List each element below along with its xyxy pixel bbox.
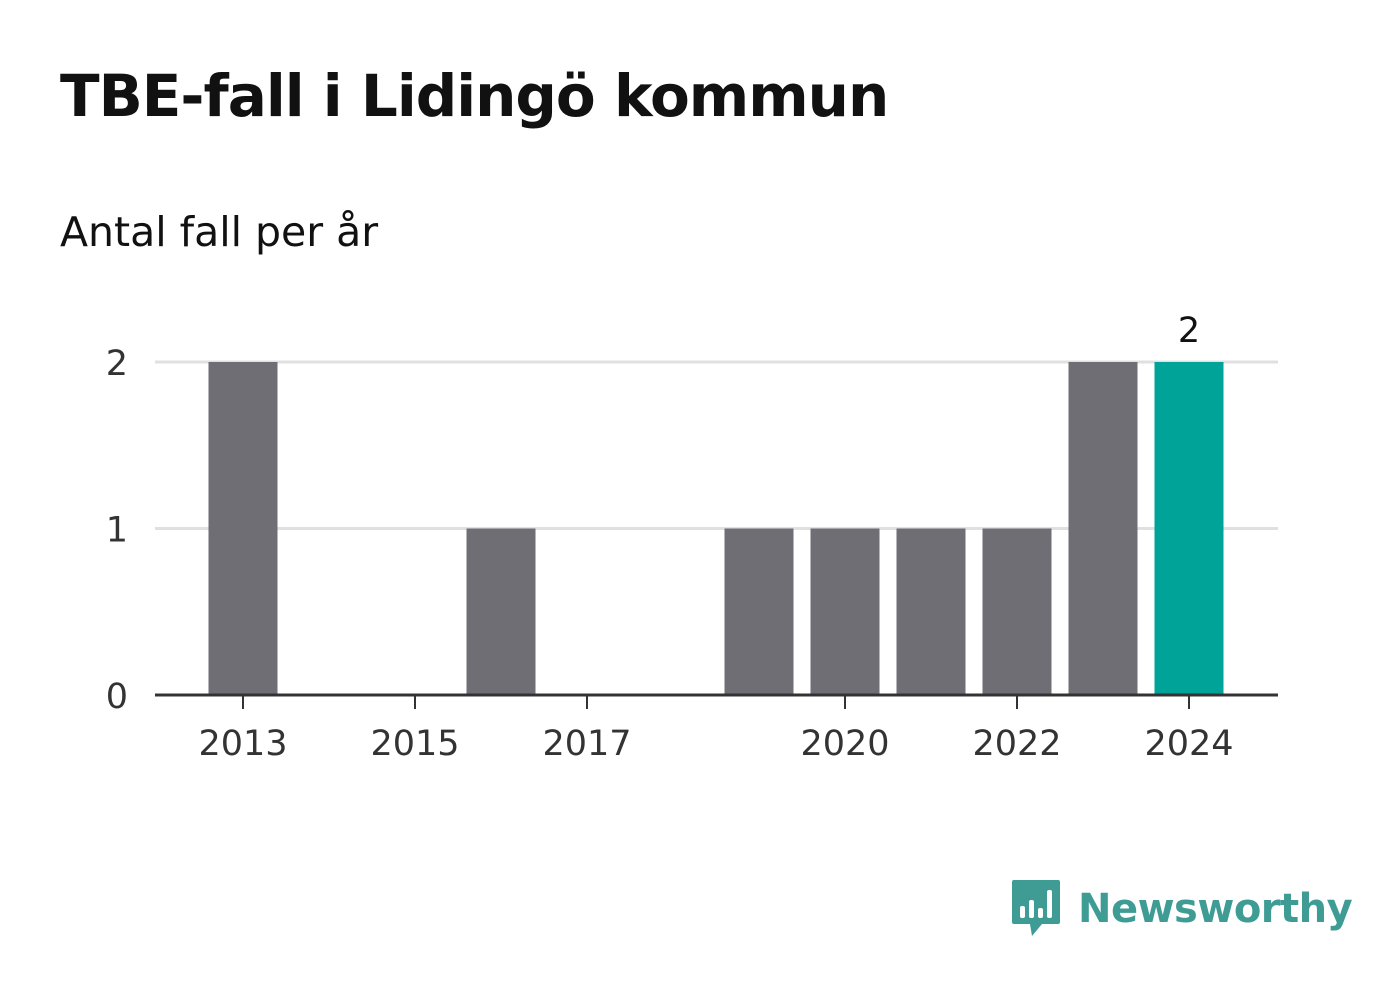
bar-2013 [208,362,278,695]
x-tick-label: 2017 [542,724,631,764]
bar-2022 [982,528,1052,695]
bar-2023 [1068,362,1138,695]
data-label-2024: 2 [1178,311,1200,351]
x-tick-label: 2022 [972,724,1061,764]
bar-2019 [724,528,794,695]
x-tick-label: 2013 [198,724,287,764]
bar-2021 [896,528,966,695]
chart-subtitle: Antal fall per år [60,208,379,256]
y-tick-label: 1 [106,511,128,551]
x-tick-label: 2015 [370,724,459,764]
bar-2024 [1154,362,1224,695]
bar-2016 [466,528,536,695]
chart-title: TBE-fall i Lidingö kommun [60,62,889,130]
brand-name: Newsworthy [1078,886,1353,932]
newsworthy-logo-icon [1012,880,1060,936]
y-tick-label: 2 [106,344,128,384]
bar-2020 [810,528,880,695]
x-tick-label: 2024 [1144,724,1233,764]
x-tick-label: 2020 [800,724,889,764]
y-tick-label: 0 [106,677,128,717]
newsworthy-brand: Newsworthy [1010,878,1353,940]
